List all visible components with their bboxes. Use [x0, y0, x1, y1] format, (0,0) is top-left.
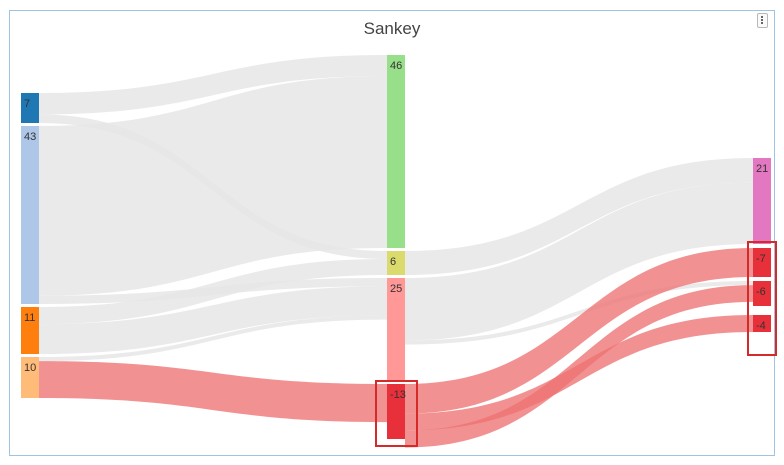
sankey-link-nm13-nm6[interactable]	[405, 285, 753, 448]
sankey-node-label-n46: 46	[390, 60, 402, 72]
sankey-node-label-nm6: -6	[756, 286, 766, 298]
sankey-node-nm4[interactable]	[753, 315, 771, 332]
sankey-node-nm6[interactable]	[753, 281, 771, 306]
sankey-link-n6-n21[interactable]	[405, 158, 753, 275]
sankey-link-n25-nm6[interactable]	[405, 281, 753, 345]
sankey-highlights	[375, 241, 777, 447]
sankey-nodes: 7 43 11 10 46 6 25 -13 21 -7 -6 -4	[21, 55, 771, 439]
sankey-link-n11-n6[interactable]	[39, 259, 387, 325]
sankey-node-n6[interactable]	[387, 251, 405, 275]
sankey-node-label-n25: 25	[390, 283, 402, 295]
sankey-node-label-n10: 10	[24, 362, 36, 374]
sankey-node-label-nm13: -13	[390, 389, 406, 401]
sankey-node-n11[interactable]	[21, 307, 39, 354]
chart-menu-icon[interactable]	[757, 13, 768, 28]
sankey-node-n7[interactable]	[21, 93, 39, 123]
highlight-box-right-negatives	[747, 241, 777, 356]
sankey-node-n25[interactable]	[387, 278, 405, 382]
sankey-node-nm7[interactable]	[753, 248, 771, 277]
sankey-link-n7-n46[interactable]	[39, 55, 387, 115]
sankey-link-nm13-nm7[interactable]	[405, 248, 753, 414]
sankey-node-n46[interactable]	[387, 55, 405, 248]
sankey-link-n25-n21[interactable]	[405, 182, 753, 341]
sankey-link-n43-n46[interactable]	[39, 75, 387, 296]
sankey-link-n10-nm13[interactable]	[39, 361, 387, 423]
sankey-node-n21[interactable]	[753, 158, 771, 244]
sankey-node-label-nm7: -7	[756, 253, 766, 265]
sankey-node-label-n43: 43	[24, 131, 36, 143]
sankey-node-n10[interactable]	[21, 357, 39, 398]
sankey-node-label-nm4: -4	[756, 320, 766, 332]
sankey-links	[39, 55, 753, 448]
sankey-node-label-n21: 21	[756, 163, 768, 175]
sankey-node-label-n7: 7	[24, 98, 30, 110]
highlight-box-nm13	[375, 380, 418, 447]
chart-title: Sankey	[363, 19, 421, 38]
sankey-node-label-n11: 11	[24, 312, 35, 324]
sankey-node-nm13[interactable]	[387, 384, 405, 439]
sankey-link-n11-n25[interactable]	[39, 286, 387, 354]
sankey-node-label-n6: 6	[390, 256, 396, 268]
sankey-link-n10-n25[interactable]	[39, 315, 387, 362]
sankey-node-n43[interactable]	[21, 126, 39, 304]
